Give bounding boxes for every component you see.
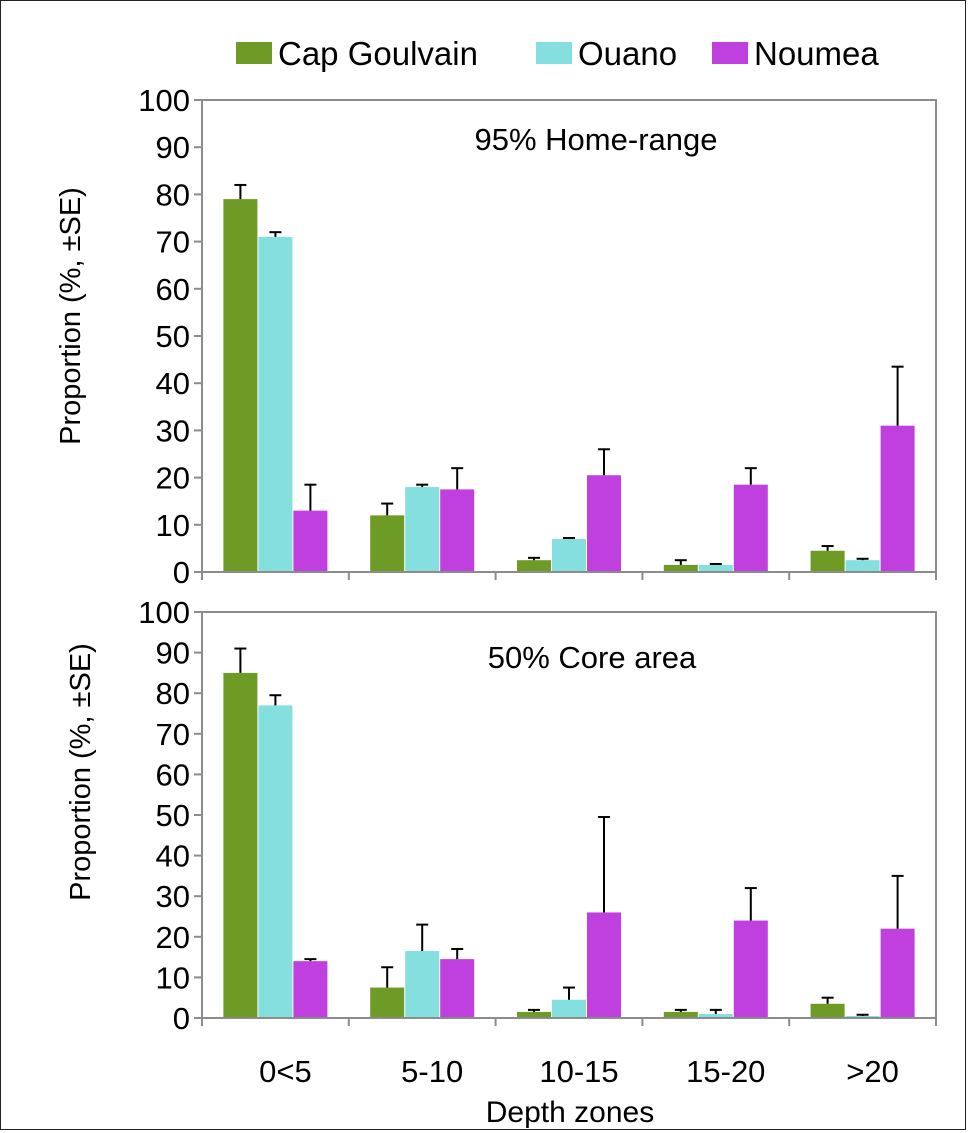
bar-noumea-3 [733,484,768,572]
y-tick-label-2: 20 [156,920,190,955]
y-tick-label-4: 40 [156,839,190,874]
bar-cap-goulvain-3 [663,1011,698,1018]
bar-noumea-1 [440,959,475,1018]
panel-core-area: 0 10 20 30 40 50 60 70 80 90 100 0<5 5-10 10-15 15-20 >… [65,595,937,1089]
y-tick-label-4: 40 [156,366,190,401]
bar-ouano-0 [258,236,293,572]
bar-noumea-0 [293,961,328,1018]
legend-swatch-2 [712,42,748,64]
panel-title: 50% Core area [488,640,697,675]
bar-ouano-4 [845,560,880,572]
x-tick-label-2: 10-15 [539,1054,618,1089]
bar-ouano-4 [845,1015,880,1018]
bar-ouano-3 [698,564,733,572]
legend-label-0: Cap Goulvain [278,35,478,72]
legend-swatch-1 [536,42,572,64]
bar-ouano-3 [698,1013,733,1018]
y-tick-label-3: 30 [156,413,190,448]
plot-border [202,99,937,572]
panel-home-range: 0 10 20 30 40 50 60 70 80 90 100 95% Home-range Prop… [55,83,937,590]
legend: Cap Goulvain Ouano Noumea [236,35,879,72]
bar-noumea-4 [880,928,915,1018]
y-tick-label-3: 30 [156,879,190,914]
y-tick-label-10: 100 [138,595,190,630]
y-tick-label-6: 60 [156,757,190,792]
y-tick-label-6: 60 [156,272,190,307]
legend-label-2: Noumea [754,35,879,72]
bar-ouano-1 [405,951,440,1018]
y-tick-label-9: 90 [156,636,190,671]
bar-noumea-2 [587,912,621,1018]
y-axis-label: Proportion (%, ±SE) [65,643,97,901]
bar-cap-goulvain-3 [663,564,698,572]
x-tick-label-4: >20 [846,1054,899,1089]
legend-label-1: Ouano [578,35,677,72]
bar-cap-goulvain-2 [517,560,551,572]
bar-noumea-4 [880,425,915,572]
bar-cap-goulvain-4 [810,1003,845,1018]
bar-noumea-2 [587,475,621,572]
y-tick-label-9: 90 [156,130,190,165]
bar-cap-goulvain-0 [223,672,258,1018]
x-axis-title: Depth zones [486,1096,654,1129]
y-tick-label-8: 80 [156,177,190,212]
x-tick-label-1: 5-10 [401,1054,463,1089]
y-tick-label-0: 0 [173,555,190,590]
bar-ouano-2 [552,999,586,1018]
bar-ouano-0 [258,705,293,1018]
y-tick-label-2: 20 [156,461,190,496]
y-tick-label-8: 80 [156,676,190,711]
legend-swatch-0 [236,42,272,64]
y-tick-label-10: 100 [138,83,190,118]
bar-noumea-3 [733,920,768,1018]
y-tick-label-1: 10 [156,960,190,995]
y-tick-label-1: 10 [156,508,190,543]
bar-ouano-1 [405,487,440,572]
bar-cap-goulvain-0 [223,199,258,572]
panel-title: 95% Home-range [475,122,718,157]
y-axis-label: Proportion (%, ±SE) [55,187,87,445]
x-tick-label-3: 15-20 [686,1054,765,1089]
y-tick-label-5: 50 [156,319,190,354]
y-tick-label-7: 70 [156,717,190,752]
bar-noumea-0 [293,510,328,572]
x-tick-label-0: 0<5 [259,1054,312,1089]
bar-cap-goulvain-4 [810,550,845,572]
y-tick-label-5: 50 [156,798,190,833]
bar-cap-goulvain-1 [370,987,405,1018]
bar-ouano-2 [552,538,586,572]
bar-cap-goulvain-1 [370,515,405,572]
bar-noumea-1 [440,489,475,572]
bar-cap-goulvain-2 [517,1011,551,1018]
y-tick-label-0: 0 [173,1001,190,1036]
y-tick-label-7: 70 [156,225,190,260]
plot-border [202,611,937,1018]
